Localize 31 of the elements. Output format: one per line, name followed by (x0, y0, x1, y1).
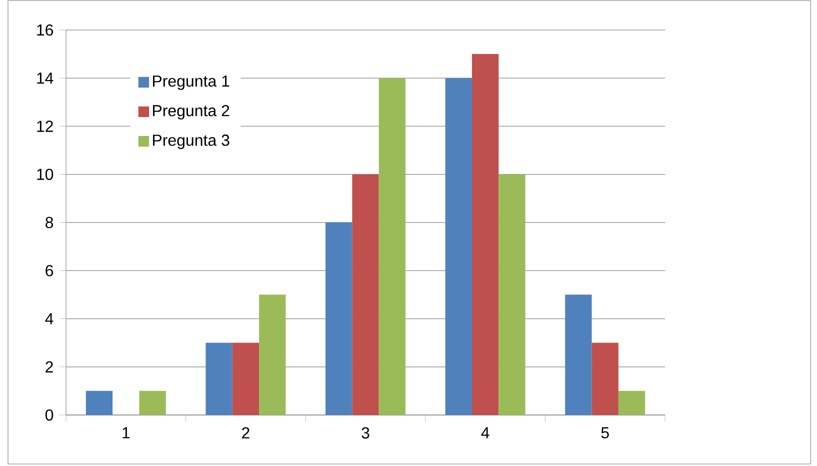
legend-label: Pregunta 3 (153, 134, 230, 150)
bar (378, 78, 406, 415)
bar (206, 342, 232, 415)
bar (592, 342, 618, 415)
bar (139, 390, 166, 415)
bar (618, 390, 646, 415)
x-tick-label: 4 (481, 427, 490, 438)
bar (352, 174, 379, 415)
x-tick-label: 1 (122, 427, 130, 438)
y-tick-label: 16 (37, 24, 54, 36)
bar (326, 222, 352, 415)
bar (259, 294, 286, 415)
bar (565, 294, 592, 415)
x-tick-label: 3 (362, 427, 370, 439)
y-tick-label: 8 (46, 216, 54, 228)
x-tick-label: 5 (601, 427, 609, 438)
y-tick-label: 14 (37, 72, 54, 84)
y-tick-label: 10 (37, 168, 54, 180)
bar (232, 342, 260, 415)
y-tick-label: 2 (46, 361, 53, 372)
bar (472, 54, 499, 415)
bar (86, 390, 113, 415)
legend-label: Pregunta 1 (153, 76, 230, 90)
y-tick-label: 12 (37, 120, 53, 132)
bar (498, 174, 526, 415)
y-tick-label: 0 (45, 409, 54, 421)
y-tick-label: 6 (46, 264, 54, 276)
x-tick-label: 2 (242, 427, 250, 438)
y-tick-label: 4 (45, 313, 54, 324)
legend-label: Pregunta 2 (153, 104, 230, 120)
bar (445, 78, 472, 415)
